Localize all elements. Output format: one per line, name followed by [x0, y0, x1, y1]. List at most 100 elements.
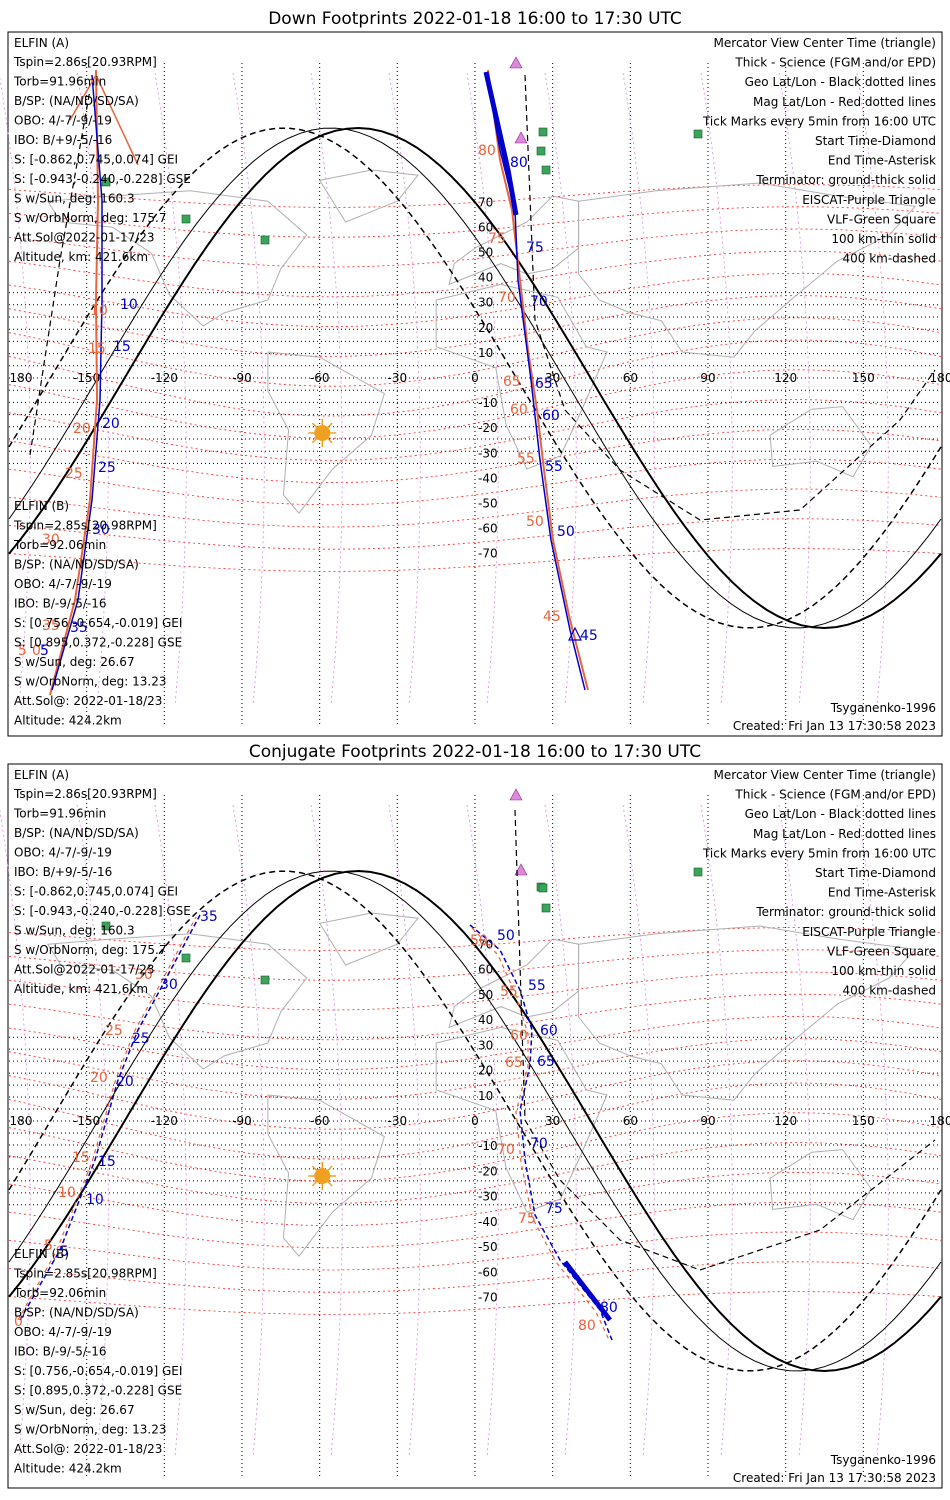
lon-tick-label: 120 [774, 1114, 797, 1128]
track-tick-label: 30 [42, 532, 60, 548]
elfin-b-info-line: B/SP: (NA/ND/SD/SA) [14, 1306, 139, 1320]
track-tick-label: 65 [535, 376, 553, 392]
vlf-square-icon [541, 165, 551, 175]
continent-outline [267, 351, 385, 514]
mag-parallel [8, 206, 942, 238]
elfin-b-info-line: S w/Sun, deg: 26.67 [14, 1403, 135, 1417]
mag-parallel [8, 1201, 942, 1249]
elfin-b-track [69, 73, 139, 166]
legend-item: Thick - Science (FGM and/or EPD) [734, 788, 936, 802]
track-tick-label: 25 [98, 460, 116, 476]
mag-meridian [232, 804, 265, 1458]
continent-outline [318, 912, 419, 966]
elfin-a-info-line: IBO: B/+9/-5/-16 [14, 865, 112, 879]
vlf-square-icon [693, 867, 703, 877]
lon-tick-label: -60 [310, 1114, 330, 1128]
track-tick-label: 20 [90, 1070, 108, 1086]
lon-tick-label: 120 [774, 371, 797, 385]
terminator-line [8, 869, 942, 1373]
conjugate-footprints-panel: Conjugate Footprints 2022-01-18 16:00 to… [0, 742, 950, 1489]
mag-meridian [622, 72, 655, 706]
panel-title-conjugate: Conjugate Footprints 2022-01-18 16:00 to… [249, 742, 701, 762]
elfin-b-info-line: Torb=92.06min [13, 1286, 106, 1300]
elfin-a-track [485, 71, 586, 691]
mag-meridian [154, 804, 187, 1458]
elfin-b-info-line: OBO: 4/-7/-9/-19 [14, 1325, 112, 1339]
mag-parallel [8, 518, 942, 550]
track-tick-label: 15 [98, 1154, 116, 1170]
legend-item: 100 km-thin solid [831, 232, 936, 246]
continent-outline [46, 933, 308, 1070]
lat-tick-label: -20 [478, 1164, 498, 1178]
lat-tick-label: 20 [478, 321, 493, 335]
elfin-b-info-line: S: [0.895,0.372,-0.228] GSE [14, 1384, 182, 1398]
track-tick-label: 50 [526, 514, 544, 530]
elfin-b-info-line: S: [0.756,-0.654,-0.019] GEI [14, 616, 182, 630]
lat-tick-label: -60 [478, 1265, 498, 1279]
lat-tick-label: -30 [478, 1190, 498, 1204]
mag-meridian [700, 72, 733, 706]
mag-parallel [8, 458, 942, 506]
track-tick-label: 80 [510, 155, 528, 171]
track-tick-label: 70 [497, 1142, 515, 1158]
legend-item: VLF-Green Square [827, 212, 936, 226]
mag-parallel [8, 971, 942, 1011]
mag-parallel [8, 228, 942, 268]
elfin-a-info-line: S w/OrbNorm, deg: 175.7 [14, 211, 166, 225]
track-tick-label: 50 [470, 933, 488, 949]
track-tick-label: 75 [545, 1201, 563, 1217]
lon-tick-label: -30 [388, 371, 408, 385]
vlf-square-icon [181, 214, 191, 224]
elfin-a-info-line: Torb=91.96min [13, 75, 106, 89]
elfin-a-name: ELFIN (A) [14, 768, 69, 782]
elfin-b-info-line: Altitude: 424.2km [14, 714, 122, 728]
lat-tick-label: -40 [478, 471, 498, 485]
lat-tick-label: -50 [478, 1240, 498, 1254]
elfin-b-info-line: Tspin=2.85s[20.98RPM] [13, 1267, 157, 1281]
elfin-a-track [19, 914, 201, 1321]
track-tick-label: 60 [510, 1028, 528, 1044]
lon-tick-label: 60 [623, 371, 638, 385]
elfin-b-info-line: IBO: B/-9/-5/-16 [14, 1345, 107, 1359]
lon-tick-label: 30 [545, 1114, 560, 1128]
mag-meridian [856, 804, 889, 1458]
continent-outline [435, 1026, 608, 1213]
mag-meridian [154, 72, 187, 706]
lat-tick-label: 10 [478, 1089, 493, 1103]
lon-tick-label: -120 [151, 371, 178, 385]
track-tick-label: 30 [135, 967, 153, 983]
elfin-b-info-line: S w/OrbNorm, deg: 13.23 [14, 1423, 166, 1437]
legend-item: Mag Lat/Lon - Red dotted lines [753, 95, 936, 109]
center-time-triangle [568, 626, 582, 641]
legend-item: Geo Lat/Lon - Black dotted lines [745, 75, 936, 89]
elfin-b-name: ELFIN (B) [14, 499, 69, 513]
elfin-a-track [51, 74, 103, 691]
lon-tick-label: 30 [545, 371, 560, 385]
mag-meridian [856, 72, 889, 706]
track-tick-label: 10 [90, 303, 108, 319]
eiscat-triangle-icon [509, 56, 523, 69]
track-tick-label: 10 [86, 1192, 104, 1208]
lon-tick-label: 90 [700, 1114, 715, 1128]
mag-meridian [388, 804, 421, 1458]
track-tick-label: 0 [14, 1314, 23, 1330]
elfin-b-info-line: OBO: 4/-7/-9/-19 [14, 577, 112, 591]
elfin-b-info-line: Att.Sol@: 2022-01-18/23 [14, 694, 162, 708]
track-tick-label: 75 [526, 240, 544, 256]
lat-tick-label: -10 [478, 396, 498, 410]
track-tick-label: 70 [530, 1136, 548, 1152]
legend-item: Mag Lat/Lon - Red dotted lines [753, 827, 936, 841]
legend-item: End Time-Asterisk [828, 886, 936, 900]
continent-outline [318, 169, 419, 223]
lat-tick-label: -70 [478, 1291, 498, 1305]
legend-item: 100 km-thin solid [831, 964, 936, 978]
elfin-b-info-line: S: [0.756,-0.654,-0.019] GEI [14, 1364, 182, 1378]
panel-title-down: Down Footprints 2022-01-18 16:00 to 17:3… [268, 9, 682, 29]
vlf-square-icon [536, 146, 546, 156]
lat-tick-label: -60 [478, 522, 498, 536]
lon-tick-label: 180 [10, 1114, 33, 1128]
panel-frame [7, 763, 943, 1489]
elfin-b-name: ELFIN (B) [14, 1247, 69, 1261]
elfin-a-info-line: S: [-0.862,0.745,0.074] GEI [14, 885, 178, 899]
track-tick-label: 55 [500, 984, 518, 1000]
